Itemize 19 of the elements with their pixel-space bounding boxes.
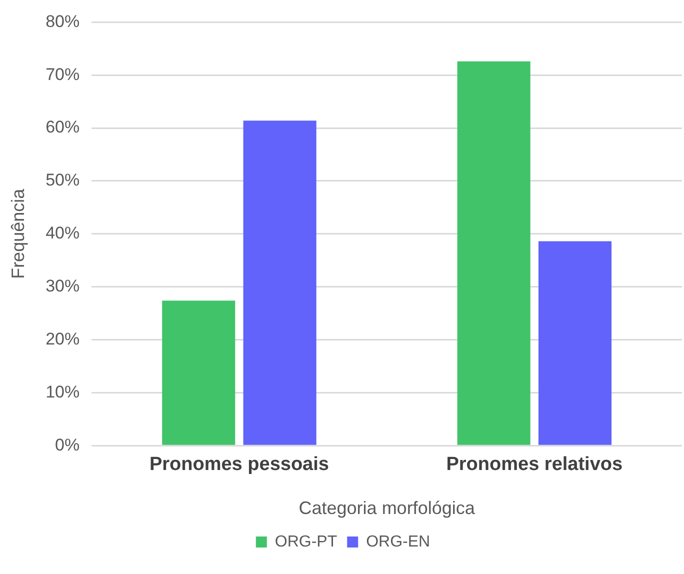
y-tick-label: 50% xyxy=(46,170,80,190)
y-tick-label: 30% xyxy=(46,276,80,296)
bar xyxy=(538,241,612,445)
y-tick-label: 20% xyxy=(46,329,80,348)
y-axis-title: Frequência xyxy=(8,188,28,279)
x-tick-label: Pronomes relativos xyxy=(446,454,623,476)
x-axis-title: Categoria morfológica xyxy=(298,498,476,518)
y-tick-label: 60% xyxy=(46,118,80,137)
bar xyxy=(162,300,236,445)
bar xyxy=(243,120,316,445)
legend-label: ORG-EN xyxy=(366,533,430,550)
y-tick-label: 70% xyxy=(46,64,80,84)
y-tick-label: 80% xyxy=(46,12,80,31)
y-tick-label: 40% xyxy=(46,224,80,243)
y-tick-label: 0% xyxy=(55,435,80,454)
y-tick-label: 10% xyxy=(46,382,80,402)
bar xyxy=(457,61,530,445)
legend-label: ORG-PT xyxy=(274,533,338,550)
x-tick-label: Pronomes pessoais xyxy=(149,454,329,476)
